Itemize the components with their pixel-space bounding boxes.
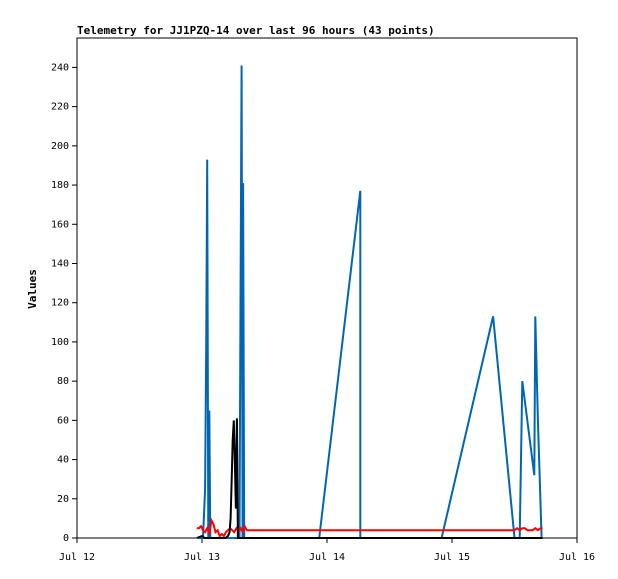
y-tick-label: 40 <box>57 455 69 466</box>
series-line-3 <box>196 418 543 539</box>
y-axis-label: Values <box>26 269 39 309</box>
y-tick-label: 80 <box>57 376 69 387</box>
y-tick-label: 180 <box>51 180 69 191</box>
chart-title: Telemetry for JJ1PZQ-14 over last 96 hou… <box>77 24 435 37</box>
x-tick-label: Jul 12 <box>59 552 95 563</box>
y-tick-label: 100 <box>51 337 69 348</box>
y-tick-label: 120 <box>51 298 69 309</box>
series-line-1 <box>197 65 543 539</box>
y-tick-label: 60 <box>57 415 69 426</box>
series-line-2 <box>196 517 543 538</box>
y-tick-label: 200 <box>51 141 69 152</box>
y-tick-label: 240 <box>51 62 69 73</box>
y-tick-label: 20 <box>57 494 69 505</box>
y-tick-label: 0 <box>63 533 69 544</box>
x-tick-label: Jul 13 <box>184 552 220 563</box>
y-tick-label: 220 <box>51 102 69 113</box>
plot-area <box>76 37 578 539</box>
y-tick-label: 140 <box>51 258 69 269</box>
y-tick-label: 160 <box>51 219 69 230</box>
x-tick-label: Jul 14 <box>309 552 345 563</box>
x-tick-label: Jul 16 <box>559 552 595 563</box>
x-tick-label: Jul 15 <box>434 552 470 563</box>
